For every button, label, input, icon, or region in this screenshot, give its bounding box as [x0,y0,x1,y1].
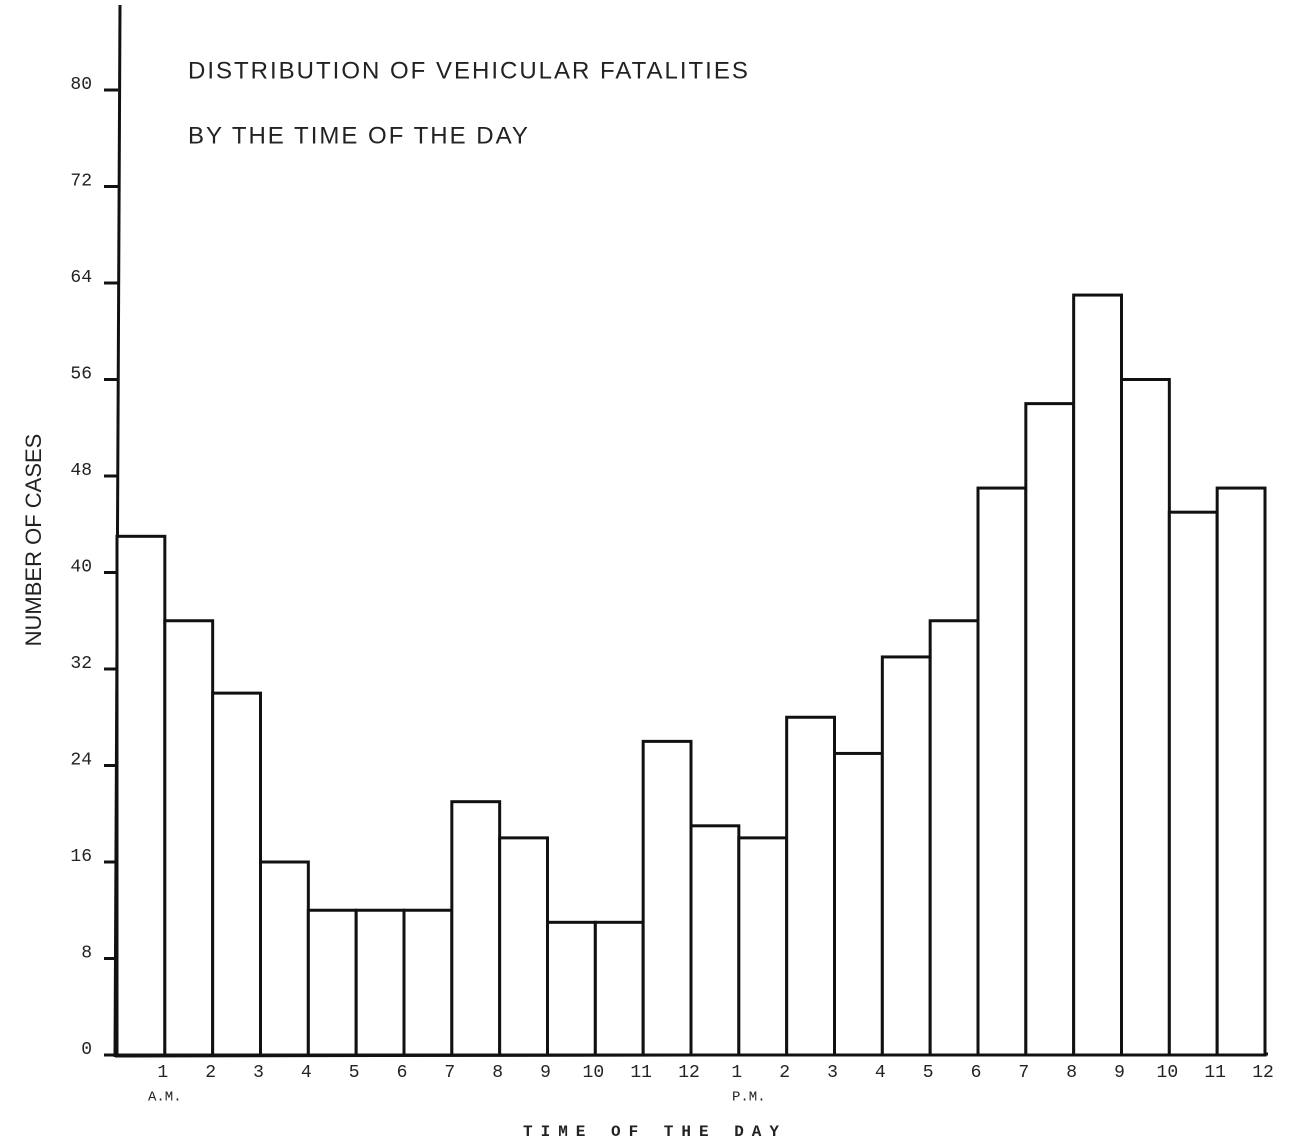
bar [498,836,549,1057]
bar [689,824,741,1057]
x-tick-label: 8 [1066,1063,1077,1083]
y-tick-label: 80 [70,75,92,95]
x-tick-label: 2 [779,1063,790,1083]
y-tick-label: 48 [70,461,92,481]
bar [593,920,645,1057]
y-tick-label: 0 [81,1040,92,1060]
x-tick-label: 9 [1114,1063,1125,1083]
y-tick-label: 40 [70,557,92,577]
bar [211,691,263,1057]
x-tick-label: 6 [397,1063,408,1083]
bar [641,739,693,1057]
y-tick-label: 24 [70,750,92,770]
bar [785,715,837,1057]
y-tick-label: 16 [70,847,92,867]
chart-subtitle: BY THE TIME OF THE DAY [188,122,530,149]
bar [1215,486,1267,1057]
bar [880,655,932,1057]
x-tick-label: 6 [971,1063,982,1083]
x-tick-label: 4 [301,1063,312,1083]
x-tick-label: 11 [630,1063,652,1083]
bar [1072,293,1123,1057]
x-tick-label: 12 [678,1063,700,1083]
x-tick-label: 5 [349,1063,360,1083]
bar [306,908,358,1057]
bar [115,534,167,1057]
x-axis-label: TIME OF THE DAY [523,1123,787,1141]
x-tick-label: 5 [923,1063,934,1083]
bar [163,619,215,1057]
bar [928,619,980,1057]
am-label: A.M. [148,1090,182,1106]
x-tick-label: 10 [583,1063,605,1083]
x-tick-label: 9 [540,1063,551,1083]
y-tick-label: 32 [70,654,92,674]
x-tick-label: 7 [1018,1063,1029,1083]
x-tick-label: 10 [1157,1063,1179,1083]
bar [450,800,502,1057]
chart-title: DISTRIBUTION OF VEHICULAR FATALITIES [188,57,750,84]
bar [1024,402,1076,1057]
y-tick-label: 8 [81,943,92,963]
x-tick-label: 3 [827,1063,838,1083]
bar [737,836,789,1057]
x-tick-label: 12 [1252,1063,1274,1083]
y-tick-label: 72 [70,171,92,191]
x-tick-label: 4 [875,1063,886,1083]
y-axis-label: NUMBER OF CASES [21,434,46,647]
x-tick-label: 7 [444,1063,455,1083]
x-tick-label: 11 [1204,1063,1226,1083]
x-tick-label: 2 [205,1063,216,1083]
bar [1167,510,1219,1057]
y-tick-label: 56 [70,364,92,384]
bar [259,860,310,1057]
bar [354,908,406,1057]
bar [546,920,597,1057]
x-tick-label: 1 [731,1063,742,1083]
bar [976,486,1028,1057]
x-tick-label: 1 [157,1063,168,1083]
bar [402,908,454,1057]
pm-label: P.M. [732,1090,766,1106]
x-tick-label: 8 [492,1063,503,1083]
bar [1120,378,1171,1057]
x-tick-label: 3 [253,1063,264,1083]
bar [833,751,884,1057]
y-tick-label: 64 [70,268,92,288]
